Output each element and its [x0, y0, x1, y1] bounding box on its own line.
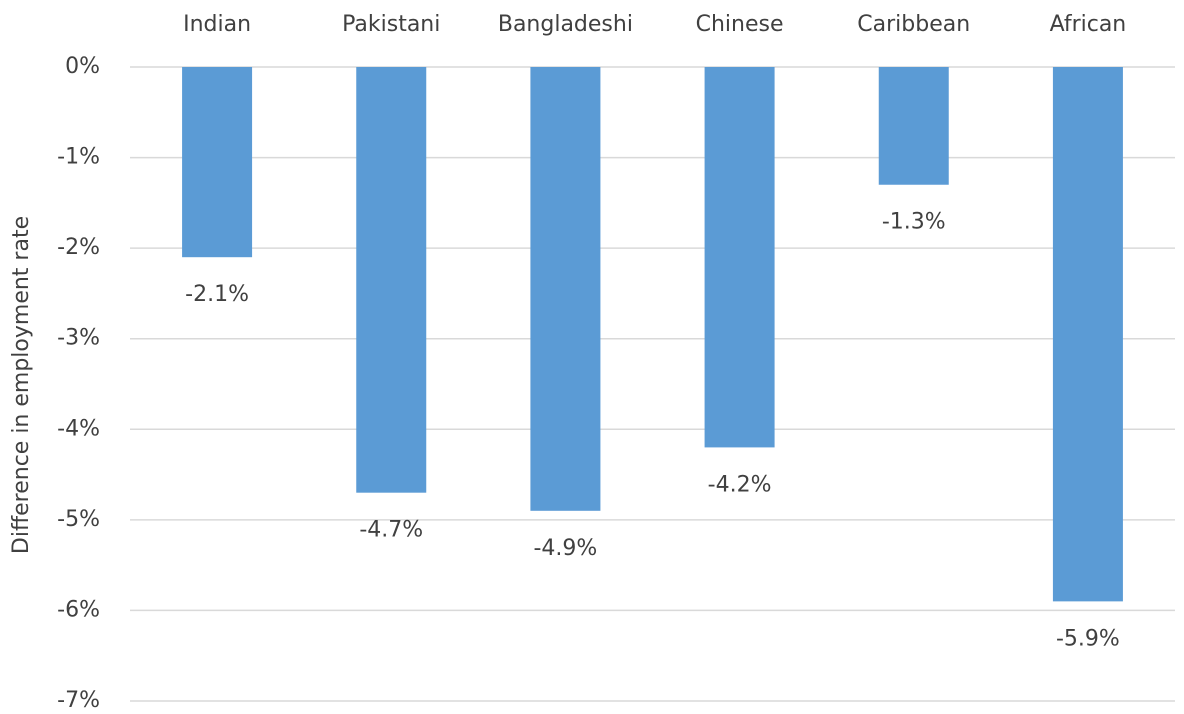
y-tick-label: -5% [57, 507, 100, 532]
x-tick-label: Indian [183, 12, 251, 37]
y-tick-label: 0% [65, 54, 100, 79]
x-tick-label: Caribbean [857, 12, 970, 37]
bar [530, 67, 601, 511]
data-label: -4.9% [533, 536, 597, 561]
x-tick-label: Chinese [696, 12, 784, 37]
bar [1052, 67, 1123, 602]
y-tick-label: -3% [57, 326, 100, 351]
data-label: -4.7% [359, 518, 423, 543]
bar [356, 67, 427, 493]
x-tick-label: Bangladeshi [498, 12, 633, 37]
x-tick-label: Pakistani [342, 12, 440, 37]
y-tick-label: -1% [57, 145, 100, 170]
data-label: -1.3% [882, 210, 946, 235]
y-tick-label: -4% [57, 416, 100, 441]
x-tick-label: African [1050, 12, 1127, 37]
data-label: -2.1% [185, 282, 249, 307]
y-tick-label: -6% [57, 597, 100, 622]
bar [878, 67, 949, 185]
y-tick-label: -2% [57, 235, 100, 260]
bar [704, 67, 775, 448]
data-label: -4.2% [708, 472, 772, 497]
bar [182, 67, 253, 258]
y-tick-label: -7% [57, 688, 100, 713]
data-label: -5.9% [1056, 626, 1120, 651]
y-axis-title: Difference in employment rate [9, 216, 34, 554]
